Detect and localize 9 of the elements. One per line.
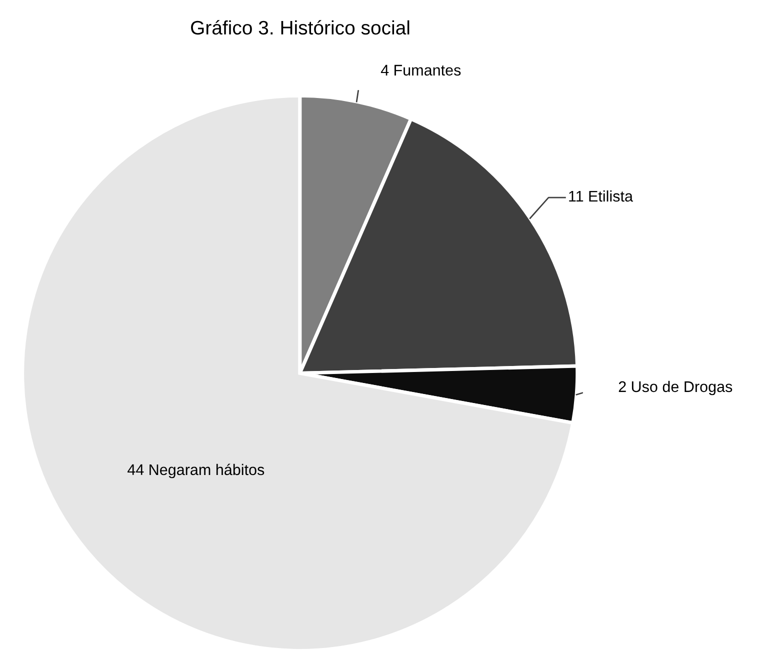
slice-label: Uso de Drogas <box>632 380 732 396</box>
data-label: 2 <box>618 381 626 392</box>
slice-label: Etilista <box>589 190 633 202</box>
slice-label: Fumantes <box>394 64 461 76</box>
data-label: 44 <box>128 464 144 475</box>
data-label: 11 <box>569 190 584 202</box>
slice-label: Negaram hábitos <box>150 464 264 478</box>
data-label: 4 <box>380 64 389 76</box>
chart-title: Gráfico 3. Histórico social <box>191 20 410 35</box>
